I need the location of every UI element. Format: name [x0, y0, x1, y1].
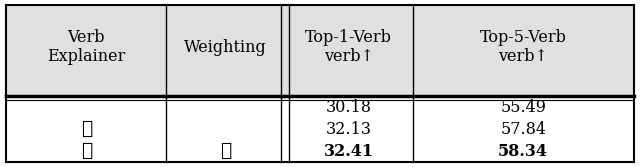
- Text: Weighting: Weighting: [184, 39, 267, 56]
- Text: 32.41: 32.41: [324, 142, 374, 159]
- Text: Verb
Explainer: Verb Explainer: [47, 29, 125, 65]
- Text: ✓: ✓: [220, 142, 231, 160]
- Text: 30.18: 30.18: [326, 99, 372, 116]
- Text: 58.34: 58.34: [498, 142, 548, 159]
- Text: ✓: ✓: [81, 120, 92, 138]
- Text: 57.84: 57.84: [500, 121, 546, 137]
- Text: 55.49: 55.49: [500, 99, 546, 116]
- Text: Top-1-Verb
verb↑: Top-1-Verb verb↑: [305, 29, 392, 65]
- Text: ✓: ✓: [81, 142, 92, 160]
- Text: 32.13: 32.13: [326, 121, 372, 137]
- Text: Top-5-Verb
verb↑: Top-5-Verb verb↑: [480, 29, 566, 65]
- Bar: [6, 96, 634, 162]
- Bar: [6, 5, 634, 96]
